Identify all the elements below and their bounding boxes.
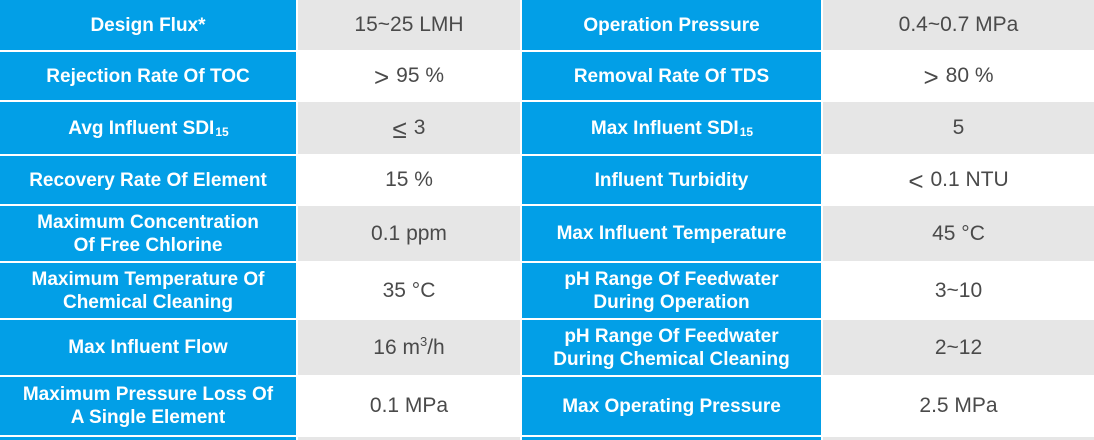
cell-text: 2~12	[934, 335, 983, 359]
cropped-next-row-label-stub	[522, 437, 821, 440]
spec-label-right-row-5: Max Influent Temperature	[522, 206, 821, 261]
cell-text: 3~10	[934, 278, 983, 302]
cell-text: 15~25 LMH	[354, 13, 464, 36]
spec-label-right-row-3: Max Influent SDI 15	[522, 102, 821, 154]
cell-text: pH Range Of Feedwater During Operation	[564, 268, 779, 313]
cell-text: 3	[413, 116, 426, 139]
comparison-symbol: <	[908, 166, 924, 196]
cell-text: 45 °C	[932, 221, 985, 245]
cell-text: Avg Influent SDI	[68, 117, 215, 139]
spec-label-left-row-5: Maximum Concentration Of Free Chlorine	[0, 206, 296, 261]
spec-value-right-row-7: 2~12	[823, 320, 1094, 375]
cell-text: 16 m	[373, 335, 420, 359]
spec-label-left-row-6: Maximum Temperature Of Chemical Cleaning	[0, 263, 296, 318]
spec-label-left-row-2: Rejection Rate Of TOC	[0, 52, 296, 100]
cell-text: Maximum Pressure Loss Of A Single Elemen…	[22, 384, 274, 428]
cell-text: 2.5 MPa	[919, 394, 998, 417]
spec-label-right-row-8: Max Operating Pressure	[522, 377, 821, 435]
cell-text: Influent Turbidity	[594, 169, 749, 191]
spec-label-left-row-8: Maximum Pressure Loss Of A Single Elemen…	[0, 377, 296, 435]
cell-text: 0.1 NTU	[930, 168, 1009, 191]
spec-label-right-row-7: pH Range Of Feedwater During Chemical Cl…	[522, 320, 821, 375]
spec-value-left-row-7: 16 m 3/h	[298, 320, 520, 375]
cell-text: 80 %	[945, 64, 994, 87]
cell-text: 5	[952, 116, 965, 139]
spec-label-left-row-4: Recovery Rate Of Element	[0, 156, 296, 204]
spec-label-left-row-3: Avg Influent SDI 15	[0, 102, 296, 154]
cell-text: Max Influent Temperature	[556, 223, 787, 244]
spec-value-right-row-5: 45 °C	[823, 206, 1094, 261]
spec-value-right-row-1: 0.4~0.7 MPa	[823, 0, 1094, 50]
cell-text: 95 %	[396, 64, 445, 87]
cell-text: Max Influent Flow	[68, 337, 228, 358]
spec-value-left-row-1: 15~25 LMH	[298, 0, 520, 50]
spec-value-left-row-4: 15 %	[298, 156, 520, 204]
cell-text: Max Influent SDI	[590, 117, 739, 139]
cell-text: 15 %	[385, 168, 433, 191]
cell-text: Maximum Temperature Of Chemical Cleaning	[31, 268, 265, 313]
spec-value-right-row-2: >80 %	[823, 52, 1094, 100]
spec-value-right-row-8: 2.5 MPa	[823, 377, 1094, 435]
spec-value-left-row-2: >95 %	[298, 52, 520, 100]
cell-text: Rejection Rate Of TOC	[46, 65, 250, 87]
cell-text: 35 °C	[382, 278, 436, 302]
cell-text: Removal Rate Of TDS	[573, 65, 770, 87]
cropped-next-row-value-stub	[823, 437, 1094, 440]
spec-label-right-row-6: pH Range Of Feedwater During Operation	[522, 263, 821, 318]
spec-label-left-row-1: Design Flux*	[0, 0, 296, 50]
spec-value-left-row-6: 35 °C	[298, 263, 520, 318]
cell-text: 0.4~0.7 MPa	[898, 13, 1019, 36]
comparison-symbol: >	[373, 62, 390, 92]
cell-text: pH Range Of Feedwater During Chemical Cl…	[553, 325, 790, 370]
cropped-next-row-label-stub	[0, 437, 296, 440]
spec-label-left-row-7: Max Influent Flow	[0, 320, 296, 375]
spec-value-right-row-6: 3~10	[823, 263, 1094, 318]
spec-value-left-row-3: ≤3	[298, 102, 520, 154]
cropped-next-row-value-stub	[298, 437, 520, 440]
cell-text: 0.1 ppm	[371, 221, 447, 245]
spec-label-right-row-4: Influent Turbidity	[522, 156, 821, 204]
spec-value-left-row-5: 0.1 ppm	[298, 206, 520, 261]
spec-label-right-row-2: Removal Rate Of TDS	[522, 52, 821, 100]
cell-text: Maximum Concentration Of Free Chlorine	[37, 211, 259, 256]
cell-text: Operation Pressure	[583, 14, 760, 36]
comparison-symbol: ≤	[392, 114, 407, 144]
spec-value-left-row-8: 0.1 MPa	[298, 377, 520, 435]
cell-text: Design Flux*	[90, 14, 206, 36]
spec-label-right-row-1: Operation Pressure	[522, 0, 821, 50]
cell-text: /h	[427, 335, 445, 359]
cell-text: Recovery Rate Of Element	[29, 169, 267, 191]
spec-value-right-row-4: <0.1 NTU	[823, 156, 1094, 204]
spec-value-right-row-3: 5	[823, 102, 1094, 154]
comparison-symbol: >	[923, 62, 939, 92]
cell-text: 0.1 MPa	[369, 394, 449, 417]
cell-text: Max Operating Pressure	[562, 395, 781, 417]
